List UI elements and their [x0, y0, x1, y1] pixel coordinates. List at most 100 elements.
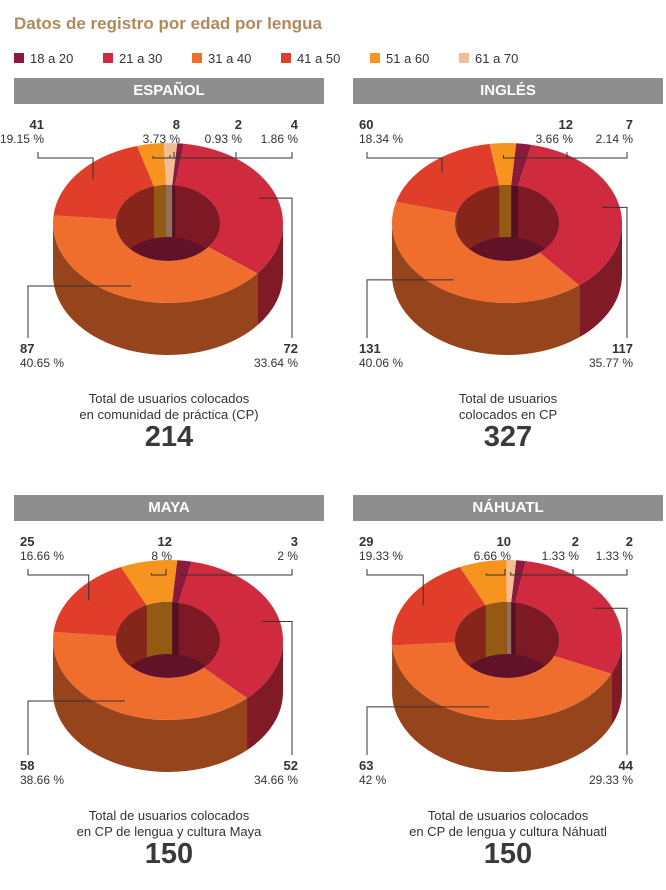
label-count: 7: [625, 117, 633, 132]
caption: Total de usuarios colocados en comunidad…: [14, 391, 324, 423]
caption-line: Total de usuarios colocados: [88, 391, 250, 406]
legend-label: 61 a 70: [475, 50, 519, 66]
label-count: 10: [496, 534, 511, 549]
label-percent: 19.33 %: [359, 548, 404, 563]
slice-side-21-a-30: [247, 640, 283, 751]
caption: Total de usuarios colocados en CP: [353, 391, 663, 423]
label-41-50: 60 18.34 %: [359, 117, 429, 147]
label-percent: 0.93 %: [204, 131, 242, 146]
leader-line-41-a-50: [37, 152, 94, 180]
label-percent: 16.66 %: [20, 548, 65, 563]
donut-hole: [116, 185, 220, 261]
label-percent: 1.86 %: [260, 131, 298, 146]
chart-panel-nahuatl: NÁHUATL 29 19.33 % 10 6.66 % 2 1.33 % 2 …: [353, 495, 663, 890]
slice-21-a-30: [178, 561, 283, 699]
label-count: 60: [359, 117, 374, 132]
label-31-40: 131 40.06 %: [359, 341, 429, 371]
legend-label: 51 a 60: [386, 50, 430, 66]
label-count: 2: [234, 117, 242, 132]
hole-wall-21-a-30: [518, 185, 559, 261]
legend-item-61-70: 61 a 70: [459, 49, 518, 67]
label-51-60: 10 6.66 %: [441, 534, 511, 564]
slice-side-31-a-40: [392, 223, 580, 355]
leader-line-51-a-60: [503, 152, 568, 159]
leader-line-21-a-30: [258, 197, 293, 338]
label-percent: 2 %: [277, 548, 298, 563]
legend-swatch: [370, 53, 380, 63]
leader-line-51-a-60: [152, 152, 175, 159]
slice-31-a-40: [52, 631, 248, 720]
label-count: 8: [172, 117, 180, 132]
leader-line-31-a-40: [366, 706, 490, 755]
hole-wall-51-a-60: [154, 185, 167, 239]
label-21-30: 44 29.33 %: [563, 758, 633, 788]
hole-wall-51-a-60: [485, 602, 507, 658]
label-count: 2: [571, 534, 579, 549]
label-percent: 3.73 %: [142, 131, 180, 146]
slice-side-21-a-30: [579, 223, 622, 338]
label-percent: 8 %: [151, 548, 172, 563]
label-percent: 38.66 %: [20, 772, 65, 787]
legend-label: 41 a 50: [297, 50, 341, 66]
chart-panel-maya: MAYA 25 16.66 % 12 8 % 3 2 % 58 38.66 % …: [14, 495, 324, 890]
leader-line-21-a-30: [593, 607, 628, 755]
label-count: 72: [283, 341, 298, 356]
label-percent: 18.34 %: [359, 131, 404, 146]
slice-61-a-70: [506, 560, 517, 603]
label-count: 63: [359, 758, 374, 773]
legend-item-31-40: 31 a 40: [192, 49, 251, 67]
total-value: 214: [144, 421, 194, 453]
hole-wall-21-a-30: [515, 602, 559, 678]
slice-side-21-a-30: [257, 223, 283, 326]
label-18-20: 3 2 %: [228, 534, 298, 564]
label-21-30: 117 35.77 %: [563, 341, 633, 371]
label-61-70: 4 1.86 %: [228, 117, 298, 147]
leader-line-31-a-40: [27, 285, 131, 338]
slice-side-31-a-40: [52, 223, 258, 355]
label-percent: 29.33 %: [588, 772, 633, 787]
label-61-70: 2 1.33 %: [509, 534, 579, 564]
panel-header: MAYA: [14, 495, 324, 521]
panel-header: NÁHUATL: [353, 495, 663, 521]
slice-51-a-60: [489, 143, 517, 186]
hole-wall-18-a-20: [172, 185, 176, 238]
chart-panel-espanol: ESPAÑOL 41 19.15 % 8 3.73 % 2 0.93 % 4 1…: [0, 78, 324, 473]
leader-line-21-a-30: [602, 206, 628, 338]
hole-wall-61-a-70: [506, 602, 512, 655]
caption-line: en comunidad de práctica (CP): [79, 407, 259, 422]
leader-line-21-a-30: [262, 620, 293, 755]
caption-line: Total de usuarios colocados: [88, 808, 250, 823]
label-count: 25: [20, 534, 35, 549]
legend-swatch: [103, 53, 113, 63]
legend-item-18-20: 18 a 20: [14, 49, 73, 67]
label-percent: 35.77 %: [588, 355, 633, 370]
slice-51-a-60: [459, 560, 507, 606]
label-percent: 40.06 %: [359, 355, 404, 370]
leader-line-41-a-50: [366, 152, 443, 173]
leader-line-51-a-60: [150, 569, 167, 576]
hole-wall-61-a-70: [166, 185, 173, 238]
label-count: 52: [283, 758, 298, 773]
donut-hole: [455, 185, 559, 261]
caption-line: colocados en CP: [458, 407, 558, 422]
legend-item-41-50: 41 a 50: [281, 49, 340, 67]
label-percent: 40.65 %: [20, 355, 65, 370]
label-count: 87: [20, 341, 35, 356]
slice-41-a-50: [53, 567, 147, 637]
label-21-30: 52 34.66 %: [228, 758, 298, 788]
hole-wall-21-a-30: [175, 185, 220, 261]
panel-header: ESPAÑOL: [14, 78, 324, 104]
caption: Total de usuarios colocados en CP de len…: [353, 808, 663, 840]
legend: 18 a 20 21 a 30 31 a 40 41 a 50 51 a 60 …: [14, 49, 654, 67]
label-18-20: 7 2.14 %: [563, 117, 633, 147]
label-count: 117: [612, 341, 633, 356]
label-percent: 42 %: [359, 772, 387, 787]
slice-18-a-20: [511, 143, 532, 186]
label-percent: 3.66 %: [535, 131, 573, 146]
slice-18-a-20: [511, 560, 526, 603]
label-51-60: 12 3.66 %: [503, 117, 573, 147]
caption-line: en CP de lengua y cultura Náhuatl: [409, 824, 607, 839]
legend-swatch: [14, 53, 24, 63]
donut-hole-walls: [455, 185, 559, 261]
label-41-50: 25 16.66 %: [20, 534, 90, 564]
